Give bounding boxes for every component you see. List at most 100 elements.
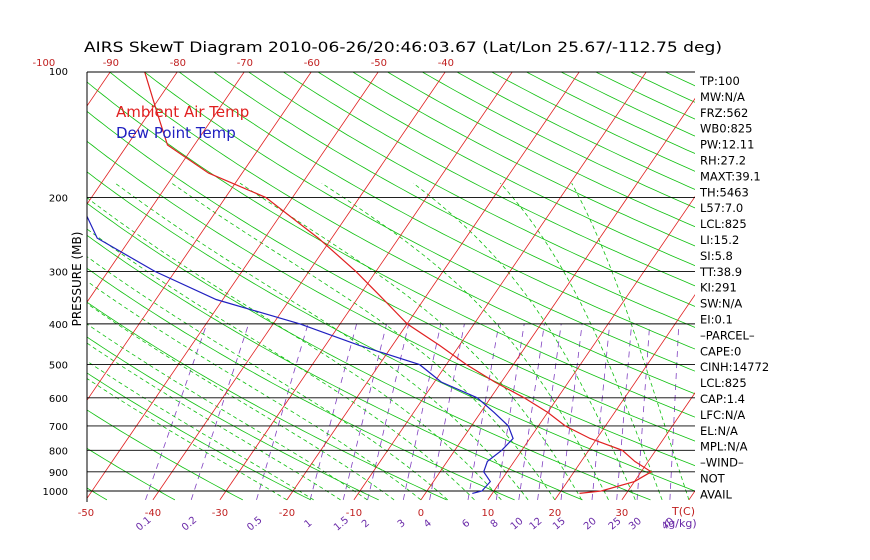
side-panel-item: –PARCEL– bbox=[700, 328, 755, 342]
side-panel-item: MW:N/A bbox=[700, 90, 745, 104]
mixing-ratio-line bbox=[591, 323, 611, 500]
legend-entry-ambient: Ambient Air Temp bbox=[116, 103, 249, 121]
side-panel-item: –WIND– bbox=[700, 456, 744, 470]
mixing-ratio-line bbox=[190, 323, 249, 501]
pressure-tick-label: 600 bbox=[49, 394, 68, 405]
dry-adiabat-line bbox=[87, 110, 695, 442]
dry-adiabat-line bbox=[109, 72, 695, 395]
y-axis-label: PRESSURE (MB) bbox=[70, 232, 84, 327]
mixing-ratio-label: 1 bbox=[303, 518, 315, 531]
isotherm-line bbox=[219, 72, 513, 501]
side-panel-item: MPL:N/A bbox=[700, 440, 748, 454]
side-panel-item: LCL:825 bbox=[700, 376, 747, 390]
moist-adiabat-line bbox=[239, 182, 583, 501]
moist-adiabat-line bbox=[87, 323, 368, 501]
side-panel-item: TT:38.9 bbox=[699, 265, 742, 279]
bottom-temp-tick-label: 0 bbox=[418, 508, 424, 519]
top-temp-tick-label: -100 bbox=[33, 58, 56, 69]
plot-area bbox=[0, 62, 870, 501]
dry-adiabat-line bbox=[247, 72, 695, 307]
mixing-ratio-label: 0.2 bbox=[180, 515, 199, 534]
side-panel: TP:100 MW:N/A FRZ:562 WB0:825 PW:12.11 RH:27.… bbox=[699, 74, 769, 501]
dry-adiabat-line bbox=[816, 62, 870, 500]
pressure-tick-label: 300 bbox=[49, 267, 68, 278]
pressure-tick-label: 1000 bbox=[43, 487, 68, 498]
dry-adiabat-line bbox=[456, 72, 695, 190]
bottom-temp-tick-label: 10 bbox=[482, 508, 495, 519]
side-panel-item: MAXT:39.1 bbox=[700, 169, 761, 183]
moist-adiabat-line bbox=[413, 182, 636, 501]
mixing-ratio-label: 0.5 bbox=[245, 515, 264, 534]
mixing-unit-label: (g/kg) bbox=[664, 517, 697, 530]
isotherms bbox=[0, 62, 870, 501]
top-temp-tick-label: -80 bbox=[170, 58, 186, 69]
moist-adiabat-line bbox=[87, 342, 341, 501]
moist-adiabat-line bbox=[87, 256, 448, 501]
dry-adiabat-line bbox=[87, 81, 695, 418]
isotherm-line bbox=[756, 62, 870, 500]
mixing-ratio-label: 4 bbox=[422, 518, 434, 531]
bottom-axis-unit: T(C) bbox=[671, 505, 695, 518]
mixing-ratio-line bbox=[367, 323, 410, 500]
pressure-tick-label: 200 bbox=[49, 193, 68, 204]
mixing-ratio-label: 8 bbox=[489, 518, 501, 531]
mixing-ratio-line bbox=[518, 323, 545, 500]
bottom-temp-tick-label: -50 bbox=[78, 508, 94, 519]
dew-point-line bbox=[87, 214, 514, 494]
side-panel-item: TP:100 bbox=[699, 74, 740, 88]
isotherm-line bbox=[87, 72, 312, 401]
dry-adiabat-line bbox=[87, 267, 515, 501]
mixing-ratio-line bbox=[560, 323, 583, 500]
bottom-temp-tick-label: 30 bbox=[616, 508, 629, 519]
side-panel-item: NOT bbox=[700, 472, 726, 486]
dry-adiabat-line bbox=[143, 72, 695, 372]
side-panel-item: CAP:1.4 bbox=[700, 392, 745, 406]
mixing-ratio-line bbox=[402, 323, 442, 500]
isotherm-line bbox=[353, 72, 647, 501]
mixing-ratio-line bbox=[669, 323, 680, 500]
moist-adiabat-line bbox=[87, 228, 475, 501]
isobars bbox=[87, 196, 695, 492]
dry-adiabat-line bbox=[87, 202, 651, 501]
isotherm-line bbox=[87, 72, 111, 107]
dry-adiabat-line bbox=[352, 72, 695, 247]
side-panel-item: AVAIL bbox=[700, 487, 733, 501]
moist-adiabats bbox=[87, 182, 690, 501]
moist-adiabat-line bbox=[500, 182, 663, 501]
pressure-tick-label: 700 bbox=[49, 422, 68, 433]
dry-adiabat-line bbox=[87, 372, 311, 501]
mixing-ratio-line bbox=[495, 323, 525, 500]
isotherm-line bbox=[87, 72, 379, 499]
dry-adiabat-line bbox=[782, 62, 870, 500]
side-panel-item: SI:5.8 bbox=[700, 249, 733, 263]
isotherm-line bbox=[0, 62, 50, 500]
moist-adiabat-line bbox=[87, 378, 288, 501]
dry-adiabat-line bbox=[560, 72, 695, 137]
dry-adiabat-line bbox=[87, 140, 695, 467]
chart-title: AIRS SkewT Diagram 2010-06-26/20:46:03.6… bbox=[84, 40, 722, 56]
side-panel-item: CAPE:0 bbox=[700, 344, 741, 358]
isotherm-line bbox=[87, 72, 245, 303]
moist-adiabat-line bbox=[87, 280, 422, 501]
pressure-tick-label: 500 bbox=[49, 361, 68, 372]
mixing-ratio-label: 2 bbox=[360, 518, 372, 531]
mixing-ratio-line bbox=[467, 323, 500, 500]
mixing-ratio-line bbox=[636, 323, 651, 500]
top-temp-tick-label: -50 bbox=[371, 58, 387, 69]
top-temp-tick-label: -40 bbox=[438, 58, 454, 69]
pressure-tick-label: 800 bbox=[49, 446, 68, 457]
moist-adiabat-line bbox=[171, 182, 556, 501]
mixing-ratio-line bbox=[309, 323, 357, 501]
isotherm-line bbox=[152, 72, 446, 501]
bottom-temp-tick-label: 20 bbox=[549, 508, 562, 519]
bottom-temp-ticks: -50 -40 -30 -20 -10 0 10 20 30 bbox=[78, 508, 629, 519]
ambient-temp-line bbox=[144, 72, 653, 494]
isotherm-line bbox=[87, 72, 178, 205]
dry-adiabat-line bbox=[282, 72, 695, 287]
dry-adiabat-line bbox=[490, 72, 695, 172]
side-panel-item: SW:N/A bbox=[700, 297, 742, 311]
moist-adiabat-line bbox=[87, 360, 314, 501]
bottom-temp-tick-label: -30 bbox=[212, 508, 228, 519]
dry-adiabat-line bbox=[87, 487, 108, 501]
